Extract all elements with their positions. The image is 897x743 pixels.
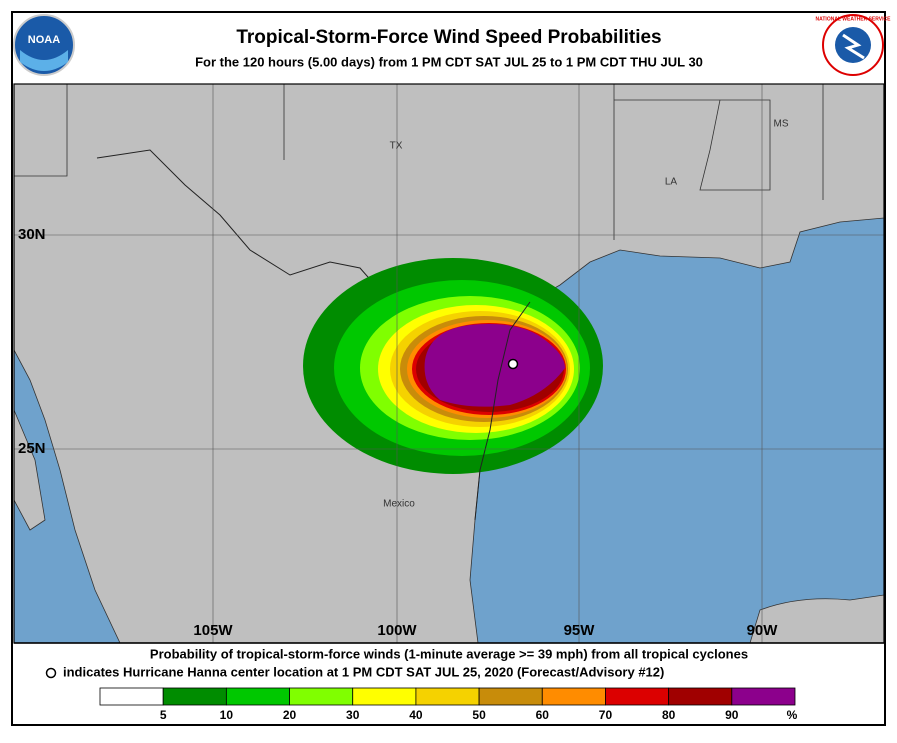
caption: Probability of tropical-storm-force wind… bbox=[150, 646, 748, 661]
legend-swatch bbox=[99, 687, 164, 706]
pacific bbox=[14, 349, 121, 643]
legend-swatch bbox=[289, 687, 354, 706]
legend-label: 90 bbox=[725, 708, 739, 722]
legend-label: 70 bbox=[599, 708, 613, 722]
lon-label: 100W bbox=[377, 622, 417, 639]
legend-label: 40 bbox=[409, 708, 423, 722]
legend-label: 30 bbox=[346, 708, 360, 722]
map: TX LA MS Mexico bbox=[13, 83, 885, 644]
place-label: Mexico bbox=[383, 499, 415, 510]
baja bbox=[14, 409, 46, 531]
lon-label: 95W bbox=[564, 622, 596, 639]
legend-label: 20 bbox=[283, 708, 297, 722]
legend-label: 5 bbox=[160, 708, 167, 722]
caption: indicates Hurricane Hanna center locatio… bbox=[63, 664, 664, 679]
place-label: LA bbox=[665, 177, 678, 188]
subtitle: For the 120 hours (5.00 days) from 1 PM … bbox=[195, 54, 703, 69]
yucatan bbox=[749, 594, 884, 643]
lon-label: 90W bbox=[747, 622, 779, 639]
place-label: TX bbox=[390, 141, 403, 152]
legend-swatch bbox=[415, 687, 480, 706]
place-label: MS bbox=[774, 119, 789, 130]
legend-label: 10 bbox=[220, 708, 234, 722]
logo-text: NATIONAL WEATHER SERVICE bbox=[816, 16, 892, 22]
legend-swatch bbox=[225, 687, 290, 706]
logo-text: NOAA bbox=[28, 34, 60, 46]
legend-swatch bbox=[668, 687, 733, 706]
noaa-logo: NOAA bbox=[13, 14, 75, 76]
legend: 5 10 20 30 40 50 60 70 80 90% bbox=[99, 687, 798, 722]
lat-label: 25N bbox=[18, 440, 46, 457]
legend-label: 80 bbox=[662, 708, 676, 722]
legend-unit: % bbox=[787, 708, 798, 722]
legend-swatch bbox=[352, 687, 417, 706]
legend-swatch bbox=[731, 687, 796, 706]
legend-swatch bbox=[605, 687, 670, 706]
title: Tropical-Storm-Force Wind Speed Probabil… bbox=[236, 27, 661, 48]
state-lines bbox=[14, 84, 824, 240]
center-symbol bbox=[45, 667, 57, 679]
legend-swatch bbox=[162, 687, 227, 706]
legend-swatch bbox=[478, 687, 543, 706]
contours bbox=[303, 258, 603, 474]
storm-center bbox=[507, 358, 519, 370]
legend-swatch bbox=[541, 687, 606, 706]
legend-label: 60 bbox=[536, 708, 550, 722]
coast bbox=[474, 301, 531, 521]
lat-label: 30N bbox=[18, 226, 46, 243]
lon-label: 105W bbox=[193, 622, 233, 639]
legend-label: 50 bbox=[472, 708, 486, 722]
nws-logo: NATIONAL WEATHER SERVICE bbox=[816, 14, 892, 76]
